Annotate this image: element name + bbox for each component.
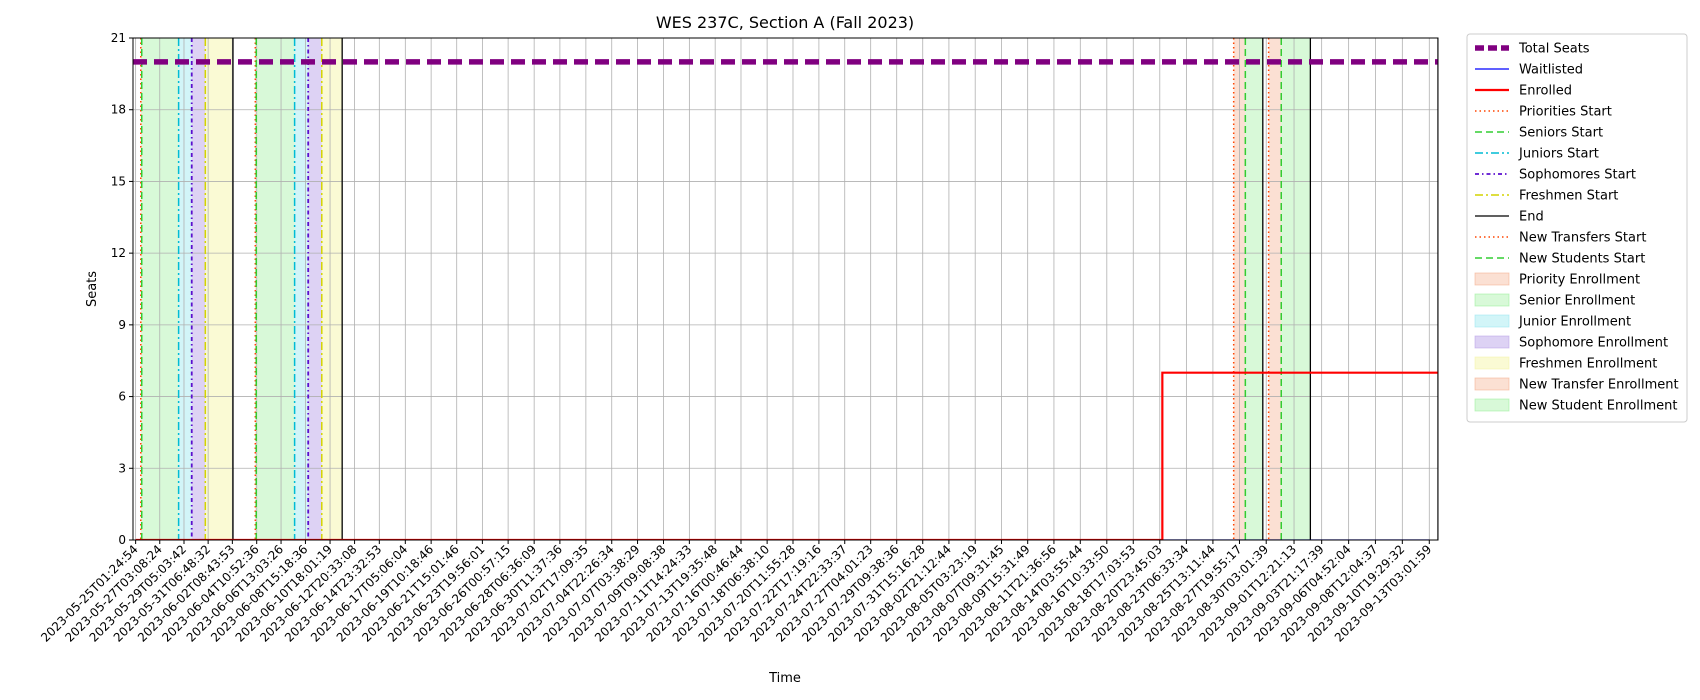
legend-swatch-new-transfer-enrollment	[1474, 377, 1510, 391]
legend-label-sophomore-enrollment: Sophomore Enrollment	[1519, 336, 1668, 351]
legend-label-seniors-start: Seniors Start	[1519, 126, 1603, 141]
legend-swatch-junior-enrollment	[1474, 314, 1510, 328]
legend-label-freshmen-start: Freshmen Start	[1519, 189, 1618, 204]
legend-swatch-senior-enrollment	[1474, 293, 1510, 307]
y-tick-label-5: 15	[111, 174, 126, 188]
new-transfer-enrollment-span-0	[1268, 38, 1282, 540]
senior-enrollment-span-0	[141, 38, 179, 540]
legend-label-total-seats: Total Seats	[1518, 42, 1590, 57]
legend-label-sophomores-start: Sophomores Start	[1519, 168, 1636, 183]
y-axis-ticks: 0 3 6 9 12 15 18 21	[111, 31, 133, 547]
y-tick-label-0: 0	[118, 533, 126, 547]
legend-label-senior-enrollment: Senior Enrollment	[1519, 294, 1635, 309]
x-axis-label: Time	[768, 671, 801, 686]
junior-enrollment-span-0	[178, 38, 192, 540]
legend-swatch-new-student-enrollment	[1474, 398, 1510, 412]
legend-label-priorities-start: Priorities Start	[1519, 105, 1612, 120]
junior-enrollment-span-1	[294, 38, 309, 540]
legend-frame	[1466, 33, 1688, 423]
legend-label-priority-enrollment: Priority Enrollment	[1519, 273, 1640, 288]
enrollment-spans	[140, 38, 1311, 540]
y-tick-label-7: 21	[111, 31, 126, 45]
enrolled-series	[135, 371, 1438, 540]
x-axis-ticks: 2023-05-25T01:24:542023-05-27T03:08:2420…	[38, 540, 1434, 645]
freshmen-enrollment-span-1	[321, 38, 343, 540]
legend: Total Seats Waitlisted Enrolled Priorities …	[1466, 33, 1688, 423]
legend-label-enrolled: Enrolled	[1519, 84, 1572, 99]
legend-label-junior-enrollment: Junior Enrollment	[1518, 315, 1631, 330]
legend-label-new-transfer-enrollment: New Transfer Enrollment	[1519, 378, 1679, 393]
plot-frame	[132, 37, 1439, 541]
senior-enrollment-span-1	[256, 38, 295, 540]
chart-title: WES 237C, Section A (Fall 2023)	[656, 13, 914, 32]
y-tick-label-6: 18	[111, 103, 126, 117]
series-lines	[133, 59, 1438, 540]
sophomore-enrollment-span-0	[191, 38, 206, 540]
legend-label-new-transfers-start: New Transfers Start	[1519, 231, 1646, 246]
sophomore-enrollment-span-1	[308, 38, 322, 540]
y-tick-label-3: 9	[118, 318, 126, 332]
new-student-enrollment-span-0	[1281, 38, 1311, 540]
y-tick-label-2: 6	[118, 390, 126, 404]
legend-label-new-students-start: New Students Start	[1519, 252, 1645, 267]
priority-enrollment-span-1	[255, 38, 257, 540]
legend-label-freshmen-enrollment: Freshmen Enrollment	[1519, 357, 1657, 372]
legend-swatch-priority-enrollment	[1474, 272, 1510, 286]
y-tick-label-4: 12	[111, 246, 126, 260]
freshmen-enrollment-span-0	[205, 38, 233, 540]
legend-swatch-sophomore-enrollment	[1474, 335, 1510, 349]
y-tick-label-1: 3	[118, 461, 126, 475]
legend-label-new-student-enrollment: New Student Enrollment	[1519, 399, 1677, 414]
senior-enrollment-span-2	[1245, 38, 1263, 540]
priority-enrollment-span-0	[140, 38, 142, 540]
legend-swatch-freshmen-enrollment	[1474, 356, 1510, 370]
phase-lines	[140, 38, 1438, 540]
legend-label-waitlisted: Waitlisted	[1519, 63, 1583, 78]
legend-label-juniors-start: Juniors Start	[1518, 147, 1599, 162]
legend-label-end: End	[1519, 210, 1544, 225]
y-axis-label: Seats	[85, 271, 100, 307]
